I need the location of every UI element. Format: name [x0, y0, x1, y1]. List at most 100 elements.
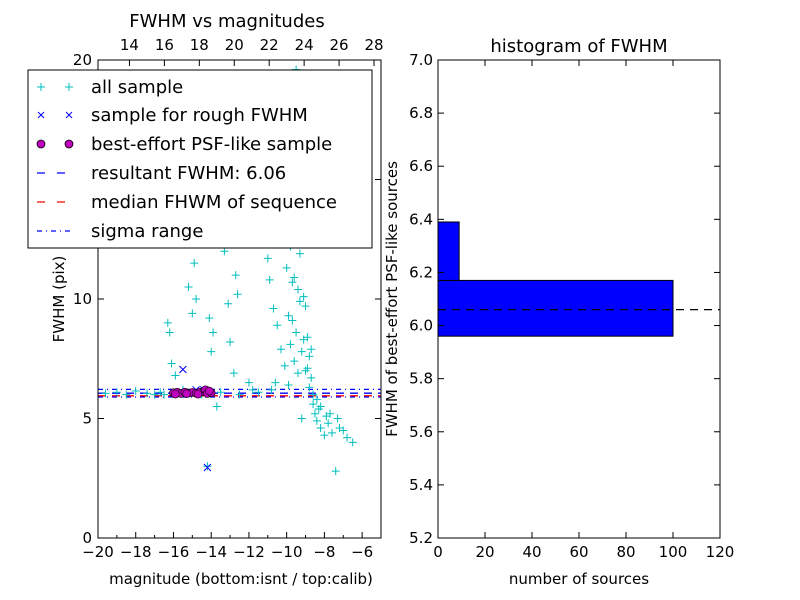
- legend-label: median FHWM of sequence: [91, 192, 337, 213]
- all-sample-point: [224, 299, 233, 308]
- all-sample-point: [280, 361, 289, 370]
- all-sample-point: [343, 433, 352, 442]
- all-sample-point: [295, 249, 304, 258]
- x-tick-label: −10: [271, 543, 303, 561]
- legend-entry-median-fwhm: median FHWM of sequence: [37, 192, 337, 213]
- all-sample-point: [288, 278, 297, 287]
- y-tick-label: 20: [73, 51, 92, 69]
- y-tick-label: 5: [82, 410, 92, 428]
- all-sample-point: [150, 390, 159, 399]
- x-tick-label: 20: [475, 543, 494, 561]
- y-tick-label: 6.8: [409, 104, 433, 122]
- histogram-bar: [437, 279, 674, 337]
- all-sample-point: [190, 259, 199, 268]
- all-sample-point: [203, 462, 212, 471]
- legend-entry-sigma-range: sigma range: [37, 221, 203, 242]
- all-sample-point: [301, 366, 310, 375]
- legend-box: [27, 69, 373, 249]
- all-sample-point: [248, 385, 257, 394]
- all-sample-point: [226, 338, 235, 347]
- all-sample-point: [320, 431, 329, 440]
- y-tick-label: 5.4: [409, 476, 433, 494]
- top-tick-label: 14: [120, 36, 139, 54]
- all-sample-point: [233, 290, 242, 299]
- y-tick-label: 5.2: [409, 529, 433, 547]
- x-tick-label: −6: [351, 543, 373, 561]
- right-chart-title: histogram of FWHM: [490, 36, 667, 57]
- rough-sample-point: [179, 365, 187, 374]
- all-sample-point: [209, 328, 218, 337]
- all-sample-point: [305, 383, 314, 392]
- all-sample-point: [295, 297, 304, 306]
- all-sample-point: [299, 335, 308, 344]
- y-tick-label: 6.2: [409, 263, 433, 281]
- x-tick-label: −8: [313, 543, 335, 561]
- x-tick-label: −16: [158, 543, 190, 561]
- x-tick-label: 80: [616, 543, 635, 561]
- top-tick-label: 18: [190, 36, 209, 54]
- left-scatter-panel: −20−18−16−14−12−10−8−6051015201416182022…: [27, 11, 384, 588]
- all-sample-point: [277, 345, 286, 354]
- all-sample-point: [235, 390, 244, 399]
- all-sample-point: [316, 402, 325, 411]
- left-plot-area: [98, 65, 381, 476]
- legend-entry-resultant-fwhm: resultant FWHM: 6.06: [37, 163, 286, 184]
- all-sample-point: [244, 378, 253, 387]
- all-sample-point: [293, 285, 302, 294]
- all-sample-point: [307, 345, 316, 354]
- x-tick-label: 120: [706, 543, 735, 561]
- y-tick-label: 0: [82, 529, 92, 547]
- all-sample-point: [122, 390, 131, 399]
- x-tick-label: −12: [233, 543, 265, 561]
- all-sample-point: [284, 311, 293, 320]
- all-sample-point: [324, 419, 333, 428]
- all-sample-point: [163, 318, 172, 327]
- top-tick-label: 16: [155, 36, 174, 54]
- all-sample-point: [293, 369, 302, 378]
- legend-marker-x: [37, 111, 73, 119]
- all-sample-point: [165, 328, 174, 337]
- left-data-layer: [98, 65, 381, 476]
- top-tick-label: 28: [364, 36, 383, 54]
- right-y-axis-label: FWHM of best-effort PSF-like sources: [383, 161, 401, 437]
- all-sample-point: [167, 359, 176, 368]
- legend-entry-all-sample: all sample: [37, 77, 183, 98]
- all-sample-point: [292, 328, 301, 337]
- x-tick-label: 0: [433, 543, 443, 561]
- all-sample-point: [267, 385, 276, 394]
- left-y-axis-label: FWHM (pix): [50, 256, 68, 343]
- all-sample-point: [231, 271, 240, 280]
- all-sample-point: [205, 314, 214, 323]
- all-sample-point: [348, 438, 357, 447]
- all-sample-point: [301, 302, 310, 311]
- top-tick-label: 24: [295, 36, 314, 54]
- x-tick-label: −20: [82, 543, 114, 561]
- x-tick-label: 60: [569, 543, 588, 561]
- legend-entry-psf-sample: best-effort PSF-like sample: [36, 134, 332, 155]
- all-sample-point: [254, 388, 263, 397]
- all-sample-point: [212, 402, 221, 411]
- all-sample-point: [312, 395, 321, 404]
- y-tick-label: 6.0: [409, 317, 433, 335]
- y-tick-label: 6.4: [409, 210, 433, 228]
- all-sample-point: [309, 400, 318, 409]
- x-tick-label: 40: [522, 543, 541, 561]
- left-x-axis-label: magnitude (bottom:isnt / top:calib): [109, 570, 373, 588]
- all-sample-point: [188, 309, 197, 318]
- all-sample-point: [284, 381, 293, 390]
- all-sample-point: [265, 275, 274, 284]
- left-legend: all sample sample for rough FWHM best-ef…: [27, 69, 373, 249]
- legend-label: sample for rough FWHM: [91, 105, 308, 126]
- x-tick-label: 100: [659, 543, 688, 561]
- all-sample-point: [207, 347, 216, 356]
- y-tick-label: 10: [73, 290, 92, 308]
- all-sample-point: [316, 424, 325, 433]
- all-sample-point: [327, 428, 336, 437]
- top-tick-label: 22: [260, 36, 279, 54]
- all-sample-point: [216, 388, 225, 397]
- all-sample-point: [131, 387, 140, 396]
- legend-entry-rough-sample: sample for rough FWHM: [37, 105, 308, 126]
- all-sample-point: [273, 321, 282, 330]
- legend-label: all sample: [91, 77, 183, 98]
- all-sample-point: [339, 426, 348, 435]
